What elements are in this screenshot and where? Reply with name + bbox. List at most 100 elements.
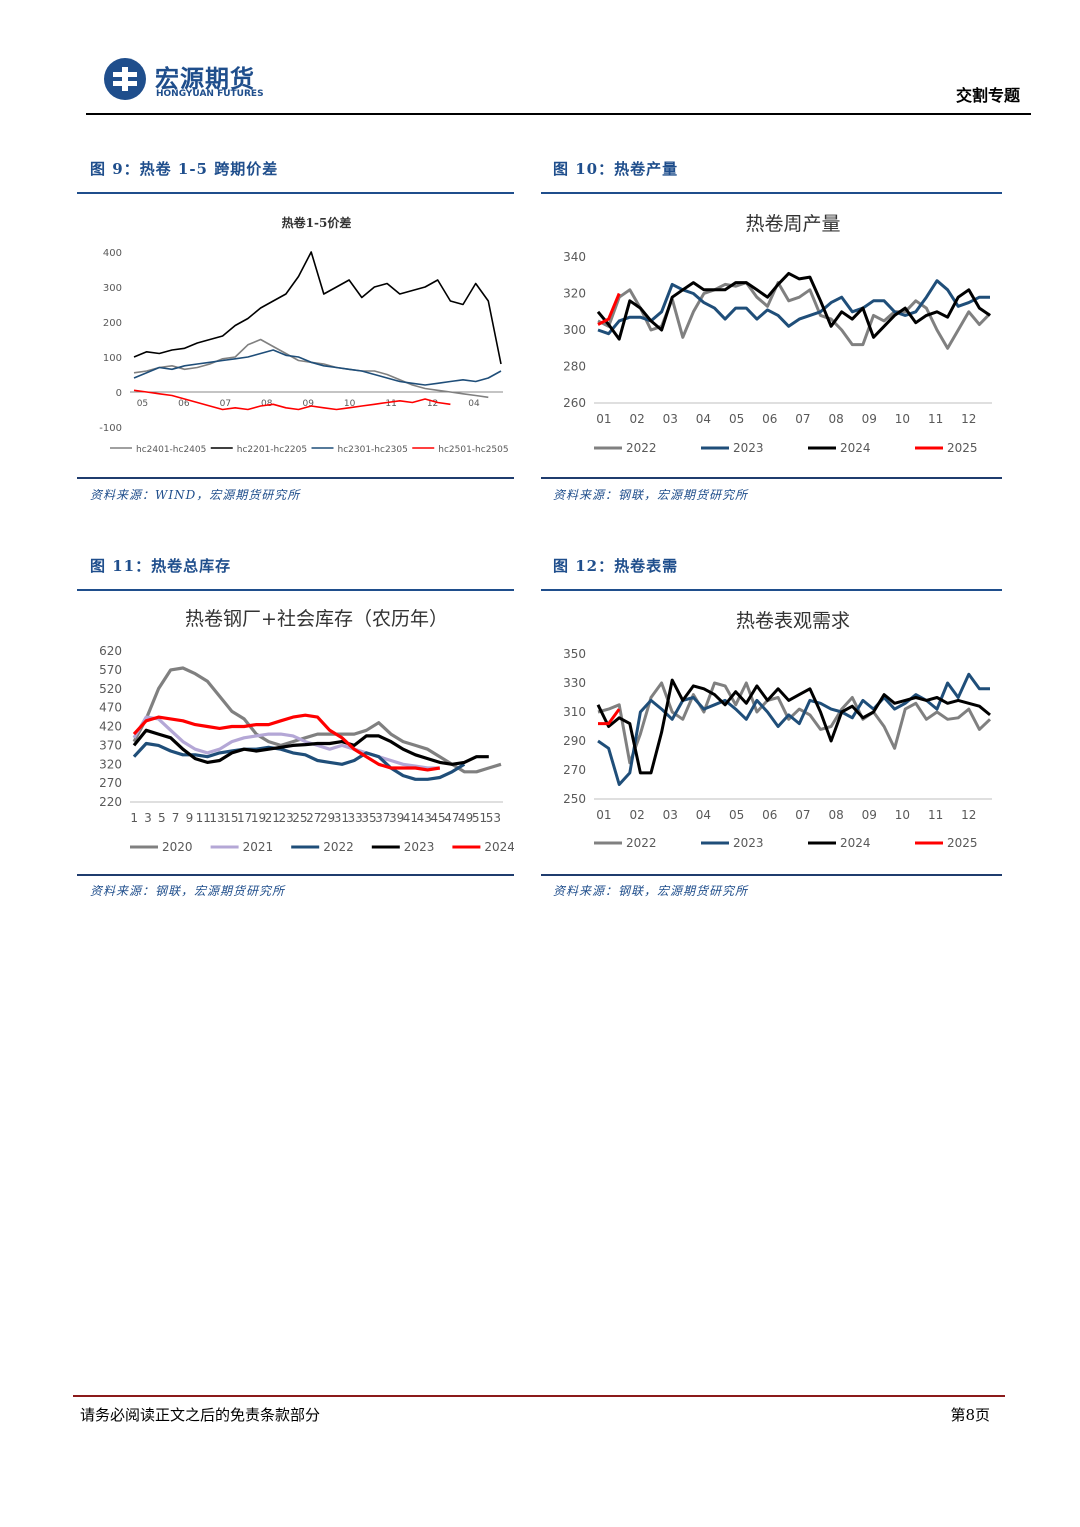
x-tick-label: 15 [223,811,238,825]
fig10-top-rule [541,192,1002,194]
legend-label: 2024 [840,441,871,455]
x-tick-label: 03 [663,412,678,426]
y-tick-label: 0 [116,388,122,399]
series-line-hc2201-hc2205 [133,251,502,365]
x-tick-label: 09 [862,808,877,822]
x-tick-label: 06 [178,399,190,409]
logo-mark-icon [104,58,146,100]
legend-label: 2020 [162,840,193,854]
x-tick-label: 13 [209,811,224,825]
x-tick-label: 51 [472,811,487,825]
series-line-hc2501-hc2505 [133,389,451,411]
fig11-chart: 热卷钢厂+社会库存（农历年） 220 270 320 370 420 470 520 570 62… [99,608,514,854]
x-tick-label: 19 [251,811,266,825]
fig12-top-rule [541,589,1002,591]
y-tick-label: 340 [563,250,586,264]
y-tick-label: 310 [563,705,586,719]
x-tick-label: 41 [403,811,418,825]
x-tick-label: 11 [928,412,943,426]
x-tick-label: 31 [334,811,349,825]
x-tick-label: 47 [444,811,459,825]
x-tick-label: 02 [629,808,644,822]
x-tick-label: 03 [663,808,678,822]
y-tick-label: 300 [563,323,586,337]
footer-disclaimer: 请务必阅读正文之后的免责条款部分 [80,1406,321,1424]
x-tick-label: 45 [430,811,445,825]
legend-label: 2023 [733,441,764,455]
x-tick-label: 12 [961,412,976,426]
fig10-source: 资料来源：钢联，宏源期货研究所 [553,488,749,502]
x-tick-label: 08 [261,399,273,409]
chart-title: 热卷表观需求 [736,610,850,632]
x-tick-label: 33 [348,811,363,825]
x-tick-label: 06 [762,808,777,822]
y-tick-label: 520 [99,682,122,696]
x-tick-label: 21 [265,811,280,825]
fig9-chart: 热卷1-5价差 -100 0 100 200 300 400 05 06 07 08 09 10 11 12… [99,215,508,455]
series-line-2024 [132,713,441,772]
x-tick-label: 11 [385,399,396,409]
logo-cn: 宏源期货 [155,65,255,93]
y-tick-label: 260 [563,396,586,410]
section-title: 交割专题 [955,86,1020,105]
x-tick-label: 35 [361,811,376,825]
fig12-source: 资料来源：钢联，宏源期货研究所 [553,884,749,898]
series-line-2024 [596,271,991,341]
x-tick-label: 02 [629,412,644,426]
legend-label: 2025 [947,441,978,455]
y-tick-label: 100 [103,353,122,364]
x-tick-label: 17 [237,811,252,825]
x-tick-label: 05 [729,808,744,822]
y-tick-label: -100 [99,423,122,434]
legend-label: 2024 [840,836,871,850]
series-line-hc2401-hc2405 [133,338,489,399]
x-tick-label: 25 [292,811,307,825]
x-tick-label: 06 [762,412,777,426]
fig9-top-rule [77,192,514,194]
y-tick-label: 250 [563,792,586,806]
legend-label: hc2401-hc2405 [136,445,206,455]
y-tick-label: 400 [103,248,122,259]
x-tick-label: 09 [862,412,877,426]
legend-label: 2023 [733,836,764,850]
x-tick-label: 10 [895,412,910,426]
legend-label: 2024 [484,840,514,854]
x-tick-label: 09 [302,399,314,409]
fig11-caption: 图 11：热卷总库存 [90,557,232,575]
x-tick-label: 29 [320,811,335,825]
chart-title: 热卷1-5价差 [282,215,352,230]
legend-label: 2025 [947,836,978,850]
series-line-2023 [597,279,990,336]
y-tick-label: 350 [563,647,586,661]
fig12-caption: 图 12：热卷表需 [553,557,679,575]
series-line-2023 [132,728,489,766]
y-tick-label: 570 [99,663,122,677]
legend-label: 2022 [626,441,657,455]
series-line-hc2301-hc2305 [133,349,502,386]
x-tick-label: 7 [172,811,180,825]
x-tick-label: 05 [137,399,148,409]
chart-title: 热卷钢厂+社会库存（农历年） [185,608,448,630]
legend-label: 2021 [243,840,274,854]
chart-title: 热卷周产量 [745,213,840,235]
x-tick-label: 04 [696,412,711,426]
fig10-chart: 热卷周产量 260 280 300 320 340 01 02 03 04 05 06 07 08 09 10… [563,213,992,455]
logo-en: HONGYUAN FUTURES [156,89,264,99]
x-tick-label: 39 [389,811,404,825]
footer-rule [73,1395,1005,1397]
x-tick-label: 11 [196,811,211,825]
fig9-caption: 图 9：热卷 1-5 跨期价差 [90,160,279,178]
x-tick-label: 43 [417,811,432,825]
x-tick-label: 5 [158,811,166,825]
fig9-source: 资料来源：WIND，宏源期货研究所 [90,488,301,502]
x-tick-label: 05 [729,412,744,426]
x-tick-label: 01 [596,808,611,822]
header-rule [86,113,1031,115]
x-tick-label: 11 [928,808,943,822]
x-tick-label: 23 [278,811,293,825]
legend-label: 2022 [323,840,354,854]
series-line-2020 [132,666,502,774]
fig10-caption: 图 10：热卷产量 [553,160,679,178]
x-tick-label: 01 [596,412,611,426]
fig11-source: 资料来源：钢联，宏源期货研究所 [90,884,286,898]
